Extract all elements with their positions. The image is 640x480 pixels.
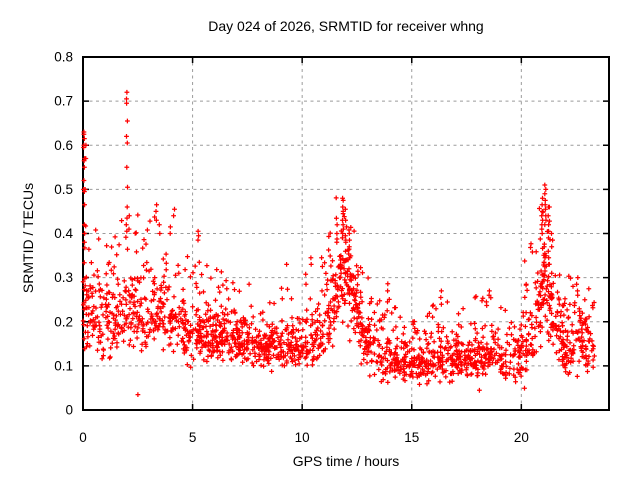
x-tick-label: 20 [514,430,529,445]
y-tick-label: 0.2 [54,314,73,329]
x-tick-label: 15 [404,430,419,445]
y-tick-label: 0.1 [54,358,73,373]
y-tick-label: 0.6 [54,138,73,153]
x-tick-label: 5 [189,430,197,445]
y-tick-label: 0.4 [54,226,73,241]
x-tick-label: 10 [295,430,310,445]
y-tick-label: 0.8 [54,50,73,65]
y-tick-label: 0.3 [54,270,73,285]
y-tick-label: 0.7 [54,94,73,109]
x-tick-label: 0 [79,430,87,445]
x-axis-label: GPS time / hours [293,453,400,469]
y-tick-label: 0 [65,403,73,418]
y-tick-label: 0.5 [54,182,73,197]
y-axis-label: SRMTID / TECUs [20,183,36,293]
scatter-points [80,89,597,397]
axis-ticks [82,56,609,411]
axis-tick-labels: 0 5 10 15 20 0 0.1 0.2 0.3 0.4 0.5 0.6 0.7 0.8 [54,50,529,446]
chart-title: Day 024 of 2026, SRMTID for receiver whn… [208,18,483,34]
